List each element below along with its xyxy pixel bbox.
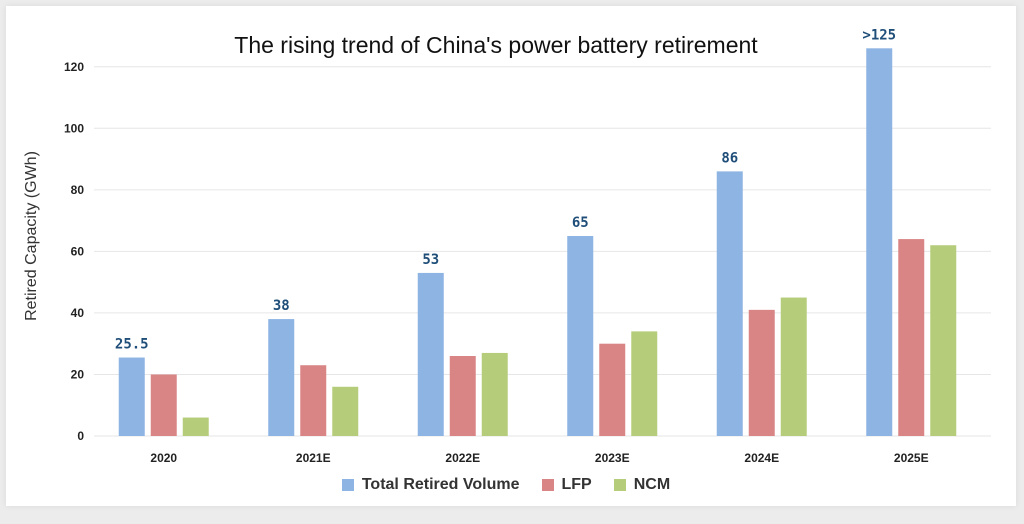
y-tick-label: 120 (64, 60, 84, 74)
bar (481, 352, 508, 436)
bar (866, 48, 893, 437)
bar (780, 297, 807, 436)
chart-frame: The rising trend of China's power batter… (6, 6, 1016, 506)
x-tick-label: 2022E (445, 451, 480, 465)
bar (631, 331, 658, 436)
data-label: 65 (572, 215, 589, 231)
y-tick-label: 40 (71, 306, 85, 320)
legend-label: Total Retired Volume (361, 476, 520, 493)
bar (898, 239, 925, 436)
chart-legend: Total Retired Volume LFP NCM (6, 476, 1006, 494)
chart-title: The rising trend of China's power batter… (234, 32, 758, 58)
legend-label: LFP (561, 476, 592, 493)
data-label: >125 (862, 27, 896, 43)
legend-item: NCM (613, 476, 671, 494)
legend-swatch (613, 479, 626, 491)
x-tick-label: 2021E (296, 451, 331, 465)
x-tick-label: 2020 (150, 451, 177, 465)
y-tick-label: 60 (71, 244, 85, 258)
legend-swatch (341, 479, 354, 491)
y-tick-label: 80 (71, 183, 85, 197)
bar (716, 171, 743, 436)
bar (268, 319, 295, 436)
legend-swatch (541, 479, 554, 491)
legend-item: Total Retired Volume (341, 476, 520, 494)
bar (417, 272, 444, 436)
x-tick-label: 2024E (744, 451, 779, 465)
bar (449, 356, 476, 436)
legend-item: LFP (541, 476, 592, 494)
bar (748, 309, 775, 436)
data-label: 38 (273, 298, 290, 314)
y-tick-label: 20 (71, 367, 85, 381)
legend-label: NCM (633, 476, 671, 493)
bar (332, 386, 359, 436)
data-label: 86 (721, 150, 738, 166)
bar (182, 417, 209, 436)
x-tick-label: 2025E (894, 451, 929, 465)
y-tick-label: 100 (64, 121, 84, 135)
bar (599, 343, 626, 436)
bar-chart: 0 20 40 60 80 100 120 Retired Capacity (GWh) 25.… (23, 27, 991, 465)
bar (930, 245, 957, 436)
data-label: 53 (422, 252, 439, 268)
y-axis-label: Retired Capacity (GWh) (23, 151, 40, 321)
bar (150, 374, 177, 436)
bar (567, 236, 594, 436)
bar (118, 357, 145, 436)
x-tick-label: 2023E (595, 451, 630, 465)
y-tick-label: 0 (77, 429, 84, 443)
data-label: 25.5 (115, 337, 149, 353)
bar (300, 365, 327, 436)
